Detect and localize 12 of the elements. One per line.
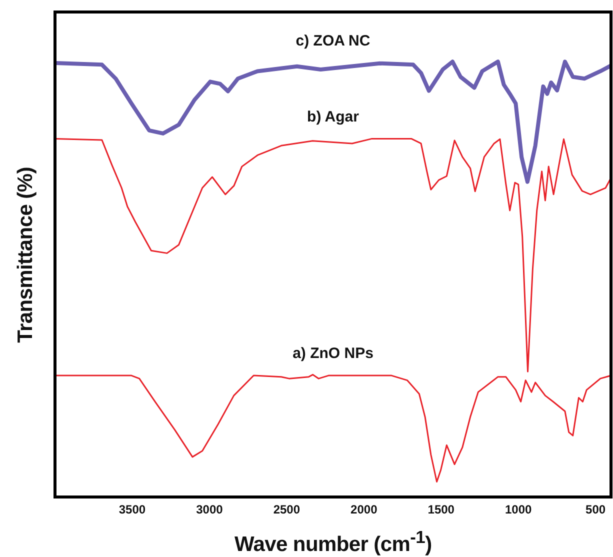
x-tick-label: 1000	[504, 502, 532, 517]
x-tick-label: 500	[586, 502, 606, 517]
series-label: c) ZOA NC	[296, 32, 370, 50]
x-axis-title: Wave number (cm$^{-1}$)	[234, 527, 432, 557]
x-tick-label: 1500	[428, 502, 455, 517]
y-axis-title: Transmittance (%)	[14, 166, 38, 342]
series-label: b) Agar	[307, 108, 360, 126]
x-tick-label: 2500	[273, 502, 300, 517]
x-tick-label: 3000	[196, 502, 224, 517]
x-tick-label: 3500	[118, 502, 146, 517]
series-label: a) ZnO NPs	[292, 345, 374, 362]
x-tick-label: 2000	[350, 502, 378, 517]
